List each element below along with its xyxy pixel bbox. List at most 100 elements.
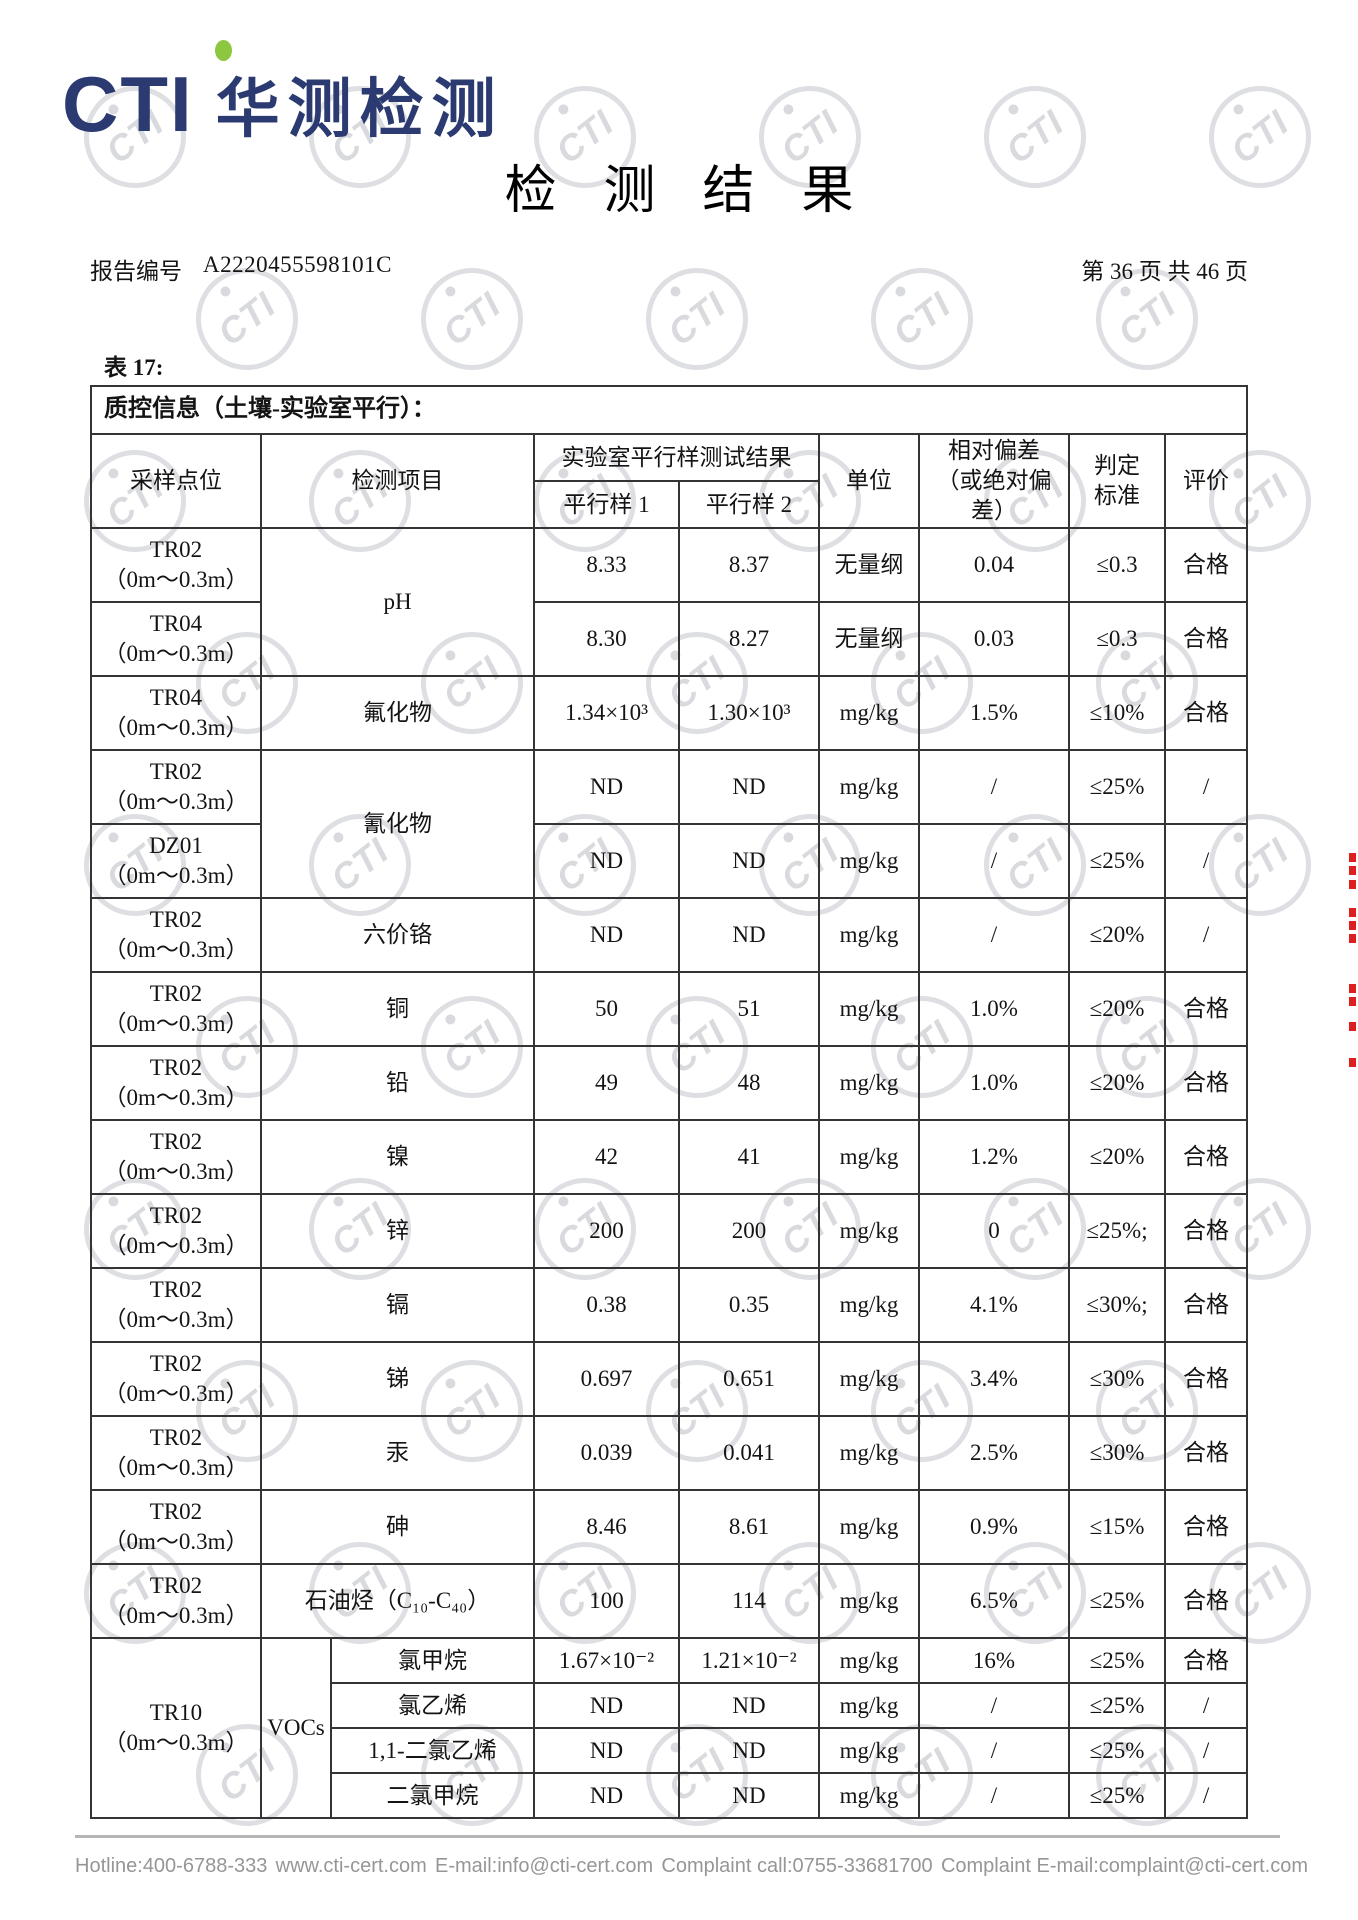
- red-edge-mark: [1349, 853, 1356, 862]
- table-row: TR10 （0m～0.3m） VOCs 氯甲烷 1.67×10⁻² 1.21×10⁻² m…: [90, 1637, 1249, 1819]
- cell-deviation: 0.04: [918, 527, 1070, 603]
- cell-result-2: ND: [678, 1772, 820, 1819]
- footer-email: E-mail:info@cti-cert.com: [435, 1855, 654, 1877]
- cell-result-1: ND: [533, 1682, 680, 1729]
- cell-evaluation: 合格: [1163, 1267, 1249, 1343]
- cell-evaluation: /: [1163, 1727, 1249, 1774]
- red-edge-mark: [1349, 921, 1356, 930]
- cell-result-1: ND: [533, 823, 680, 899]
- report-no-label: 报告编号: [90, 259, 182, 284]
- cell-result-1: 42: [533, 1119, 680, 1195]
- cell-result-2: ND: [678, 749, 820, 825]
- col-header-parallel-1: 平行样 1: [533, 480, 680, 529]
- table-body: 质控信息（土壤-实验室平行）： 采样点位 检测项目 实验室平行样测试结果 单位 相对偏差 …: [89, 385, 1249, 1819]
- cell-result-1: 100: [533, 1563, 680, 1639]
- red-edge-mark: [1349, 1058, 1356, 1067]
- cell-standard: ≤10%: [1068, 675, 1166, 751]
- cell-analyte: 二氯甲烷: [330, 1772, 535, 1819]
- footer-complaint-call: Complaint call:0755-33681700: [661, 1855, 933, 1877]
- table-row: TR02 （0m～0.3m）镉 0.38 0.35 mg/kg 4.1% ≤30%; 合格: [90, 1267, 1249, 1343]
- col-header-sample-point: 采样点位: [90, 433, 262, 529]
- cell-deviation: 0.9%: [918, 1489, 1070, 1565]
- cell-evaluation: 合格: [1163, 601, 1249, 677]
- cell-unit: mg/kg: [818, 1727, 920, 1774]
- cell-evaluation: 合格: [1163, 527, 1249, 603]
- table-row: TR02 （0m～0.3m） 氰化物 ND ND mg/kg / ≤25% /: [90, 749, 1249, 899]
- cell-evaluation: 合格: [1163, 1415, 1249, 1491]
- cell-result-2: ND: [678, 823, 820, 899]
- cell-sample-point: TR02 （0m～0.3m）: [90, 1119, 262, 1195]
- table-section-title-row: 质控信息（土壤-实验室平行）：: [89, 385, 1249, 435]
- cell-result-2: 41: [678, 1119, 820, 1195]
- cti-watermark-stamp: CTI: [850, 247, 994, 391]
- red-edge-mark: [1349, 866, 1356, 875]
- cell-result-1: 50: [533, 971, 680, 1047]
- table-row: DZ01 （0m～0.3m） ND ND mg/kg / ≤25% /: [90, 823, 1249, 899]
- cell-result-2: 0.041: [678, 1415, 820, 1491]
- table-row: TR02 （0m～0.3m）汞 0.039 0.041 mg/kg 2.5% ≤30% 合格: [90, 1415, 1249, 1491]
- table-header-row-1: 采样点位 检测项目 实验室平行样测试结果 单位 相对偏差 （或绝对偏差） 判定 标准 评价: [90, 433, 1249, 529]
- cell-deviation: 0.03: [918, 601, 1070, 677]
- table-row: TR02 （0m～0.3m） 石油烃（C₁₀-C₄₀） 100 114 mg/kg 6.5…: [90, 1563, 1249, 1639]
- cell-result-2: ND: [678, 897, 820, 973]
- cell-result-1: 8.33: [533, 527, 680, 603]
- cell-unit: mg/kg: [818, 1489, 920, 1565]
- table-row: TR04 （0m～0.3m） 氟化物 1.34×10³ 1.30×10³ mg/kg 1.…: [90, 675, 1249, 751]
- cell-standard: ≤25%: [1068, 1563, 1166, 1639]
- cell-sample-point: TR02 （0m～0.3m）: [90, 1193, 262, 1269]
- cell-test-item: 锑: [260, 1341, 535, 1417]
- cell-result-2: 8.61: [678, 1489, 820, 1565]
- footer-contacts: Hotline:400-6788-333 www.cti-cert.com E-…: [75, 1855, 1308, 1878]
- cell-deviation: /: [918, 1682, 1070, 1729]
- cell-unit: mg/kg: [818, 897, 920, 973]
- cell-result-2: 48: [678, 1045, 820, 1121]
- cell-sample-point: TR02 （0m～0.3m）: [90, 749, 262, 825]
- cell-evaluation: /: [1163, 749, 1249, 825]
- col-header-evaluation: 评价: [1163, 433, 1249, 529]
- table-section-title: 质控信息（土壤-实验室平行）：: [89, 385, 1249, 435]
- cell-standard: ≤25%: [1068, 749, 1166, 825]
- footer-divider: [75, 1835, 1280, 1838]
- col-header-parallel-results: 实验室平行样测试结果: [533, 433, 820, 482]
- cell-evaluation: 合格: [1163, 1637, 1249, 1684]
- cti-logo-text: CTI: [62, 60, 194, 148]
- cell-analyte: 1,1-二氯乙烯: [330, 1727, 535, 1774]
- cell-sample-point: TR04 （0m～0.3m）: [90, 601, 262, 677]
- cell-unit: mg/kg: [818, 1682, 920, 1729]
- table-row: 二氯甲烷 ND ND mg/kg / ≤25% /: [91, 1772, 1249, 1819]
- cell-test-item: 石油烃（C₁₀-C₄₀）: [260, 1563, 535, 1639]
- cell-sample-point: TR02 （0m～0.3m）: [90, 1341, 262, 1417]
- cell-standard: ≤20%: [1068, 1119, 1166, 1195]
- cell-deviation: /: [918, 1772, 1070, 1819]
- cell-test-item: 砷: [260, 1489, 535, 1565]
- cell-result-2: 0.35: [678, 1267, 820, 1343]
- cell-test-item: 镍: [260, 1119, 535, 1195]
- cell-standard: ≤0.3: [1068, 601, 1166, 677]
- cell-result-1: 1.34×10³: [533, 675, 680, 751]
- cell-sample-point: DZ01 （0m～0.3m）: [90, 823, 262, 899]
- cell-test-item: 氰化物: [260, 749, 535, 899]
- cell-standard: ≤25%: [1068, 1637, 1166, 1684]
- footer-hotline: Hotline:400-6788-333: [75, 1855, 268, 1877]
- red-edge-mark: [1349, 880, 1356, 889]
- footer-website: www.cti-cert.com: [275, 1855, 427, 1877]
- cell-sample-point: TR02 （0m～0.3m）: [90, 897, 262, 973]
- cell-standard: ≤30%: [1068, 1415, 1166, 1491]
- cell-deviation: 3.4%: [918, 1341, 1070, 1417]
- cell-deviation: /: [918, 823, 1070, 899]
- logo-green-dot-icon: [215, 40, 232, 61]
- red-edge-mark: [1349, 908, 1356, 917]
- cell-vocs-group: VOCs: [260, 1637, 332, 1819]
- table-row: TR02 （0m～0.3m）铅 49 48 mg/kg 1.0% ≤20% 合格: [90, 1045, 1249, 1121]
- footer-complaint-email: Complaint E-mail:complaint@cti-cert.com: [940, 1855, 1308, 1877]
- cell-test-item: 锌: [260, 1193, 535, 1269]
- cell-analyte: 氯乙烯: [330, 1682, 535, 1729]
- cell-unit: mg/kg: [818, 1193, 920, 1269]
- cell-result-2: 51: [678, 971, 820, 1047]
- cell-sample-point: TR02 （0m～0.3m）: [90, 1563, 262, 1639]
- red-edge-mark: [1349, 997, 1356, 1006]
- cell-deviation: 1.2%: [918, 1119, 1070, 1195]
- page-title: 检测结果: [504, 163, 901, 220]
- cell-test-item: 铜: [260, 971, 535, 1047]
- cell-deviation: /: [918, 1727, 1070, 1774]
